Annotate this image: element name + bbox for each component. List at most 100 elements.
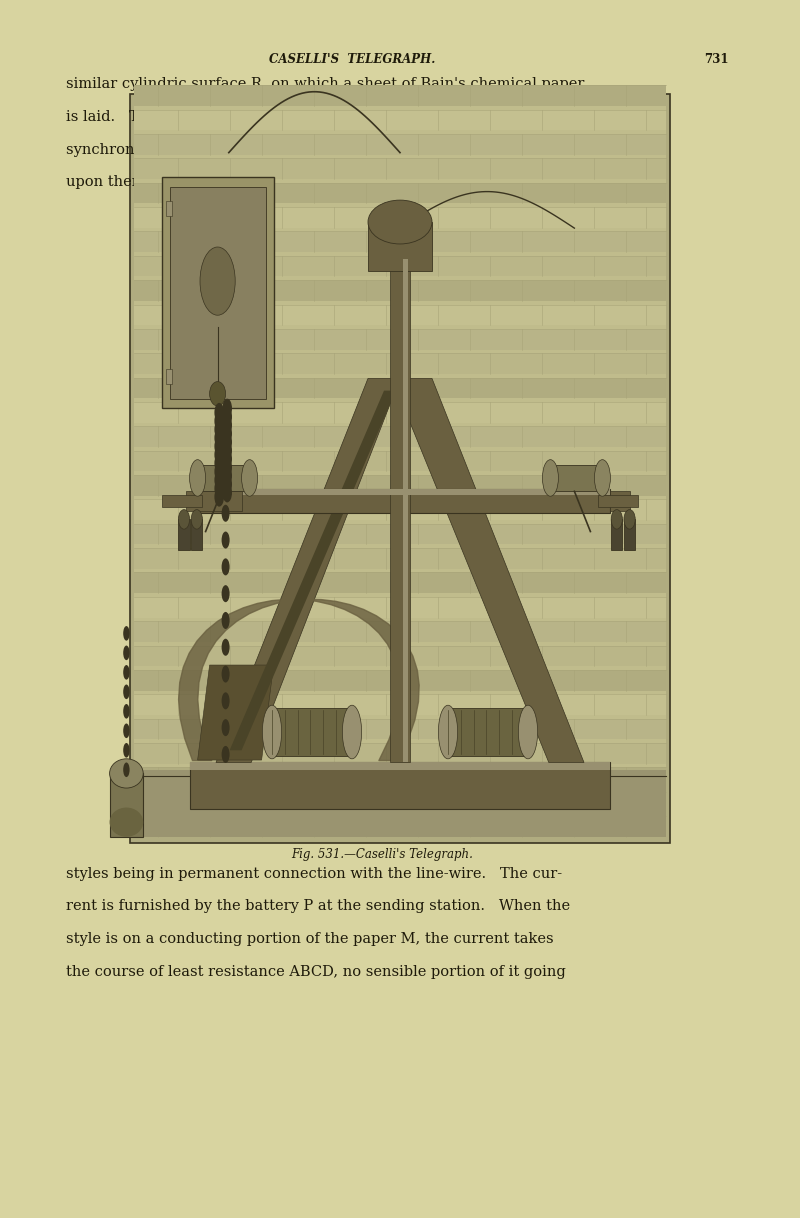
Ellipse shape <box>123 704 130 719</box>
Ellipse shape <box>222 475 232 495</box>
Ellipse shape <box>222 611 230 628</box>
Text: similar cylindric surface R, on which a sheet of Bain's chemical paper: similar cylindric surface R, on which a … <box>66 78 584 91</box>
Bar <box>134 646 666 666</box>
Bar <box>134 451 666 471</box>
Ellipse shape <box>214 436 224 456</box>
Ellipse shape <box>214 412 224 431</box>
Ellipse shape <box>222 398 232 418</box>
Bar <box>134 767 666 788</box>
Ellipse shape <box>214 462 224 481</box>
Ellipse shape <box>178 509 190 529</box>
Bar <box>134 792 666 812</box>
Bar <box>550 464 602 491</box>
Bar <box>134 134 666 155</box>
Ellipse shape <box>214 445 224 464</box>
Ellipse shape <box>222 407 232 426</box>
Ellipse shape <box>342 705 362 759</box>
Ellipse shape <box>222 441 232 460</box>
Text: 731: 731 <box>704 52 728 66</box>
Ellipse shape <box>222 638 230 655</box>
Ellipse shape <box>222 415 232 435</box>
Bar <box>190 762 610 770</box>
Ellipse shape <box>518 705 538 759</box>
Bar <box>134 231 666 252</box>
Bar <box>166 369 172 384</box>
Ellipse shape <box>222 504 230 521</box>
Ellipse shape <box>262 705 282 759</box>
Ellipse shape <box>368 200 432 244</box>
Text: CASELLI'S  TELEGRAPH.: CASELLI'S TELEGRAPH. <box>269 52 435 66</box>
Ellipse shape <box>123 665 130 680</box>
Ellipse shape <box>214 487 224 507</box>
Bar <box>134 770 666 837</box>
Bar <box>186 491 242 510</box>
Bar <box>272 708 352 756</box>
Bar <box>610 491 630 510</box>
Bar <box>134 597 666 618</box>
Bar <box>134 572 666 593</box>
Ellipse shape <box>624 509 635 529</box>
Bar <box>368 222 432 270</box>
Polygon shape <box>198 665 274 760</box>
Bar <box>194 488 610 495</box>
Bar <box>134 100 666 837</box>
Bar <box>134 719 666 739</box>
Ellipse shape <box>123 646 130 660</box>
Ellipse shape <box>190 459 206 496</box>
Bar <box>134 353 666 374</box>
Ellipse shape <box>222 432 232 452</box>
Bar <box>134 304 666 325</box>
Ellipse shape <box>438 705 458 759</box>
Bar <box>134 402 666 423</box>
Bar <box>166 201 172 216</box>
Ellipse shape <box>214 470 224 490</box>
Text: the course of least resistance ABCD, no sensible portion of it going: the course of least resistance ABCD, no … <box>66 965 566 978</box>
Bar <box>134 670 666 691</box>
Ellipse shape <box>222 585 230 602</box>
Ellipse shape <box>210 381 226 406</box>
Ellipse shape <box>594 459 610 496</box>
Bar <box>134 256 666 276</box>
Text: style is on a conducting portion of the paper M, the current takes: style is on a conducting portion of the … <box>66 932 554 946</box>
Bar <box>134 158 666 179</box>
Ellipse shape <box>222 482 232 502</box>
Bar <box>134 110 666 130</box>
Ellipse shape <box>222 458 232 477</box>
Text: upon them very close parallel lines at a uniform distance apart, both: upon them very close parallel lines at a… <box>66 175 576 189</box>
Ellipse shape <box>222 692 230 709</box>
Ellipse shape <box>222 424 232 443</box>
Bar <box>162 495 202 507</box>
Ellipse shape <box>214 403 224 423</box>
Ellipse shape <box>242 459 258 496</box>
Bar <box>134 816 666 837</box>
Bar <box>390 258 410 762</box>
Bar <box>624 519 635 549</box>
Ellipse shape <box>214 429 224 448</box>
Ellipse shape <box>110 808 143 837</box>
Ellipse shape <box>123 626 130 641</box>
Bar <box>198 464 250 491</box>
Bar <box>190 762 610 809</box>
Bar <box>134 378 666 398</box>
Ellipse shape <box>222 449 232 469</box>
Ellipse shape <box>611 509 622 529</box>
Ellipse shape <box>123 743 130 758</box>
Bar <box>162 177 274 408</box>
Ellipse shape <box>222 665 230 682</box>
Ellipse shape <box>222 466 232 486</box>
Ellipse shape <box>222 745 230 762</box>
Polygon shape <box>392 379 584 762</box>
Ellipse shape <box>123 723 130 738</box>
Bar <box>110 773 143 837</box>
Bar <box>448 708 528 756</box>
Bar <box>134 743 666 764</box>
Text: rent is furnished by the battery P at the sending station.   When the: rent is furnished by the battery P at th… <box>66 899 570 914</box>
Bar <box>598 495 638 507</box>
Ellipse shape <box>214 420 224 440</box>
Bar <box>191 519 202 549</box>
Text: Fig. 531.—Caselli's Telegraph.: Fig. 531.—Caselli's Telegraph. <box>291 848 474 861</box>
Bar <box>403 258 408 762</box>
Ellipse shape <box>222 719 230 736</box>
Text: is laid.   Two styles, driven by pendulums which oscillate with exact: is laid. Two styles, driven by pendulums… <box>66 110 570 124</box>
Bar <box>134 85 666 106</box>
